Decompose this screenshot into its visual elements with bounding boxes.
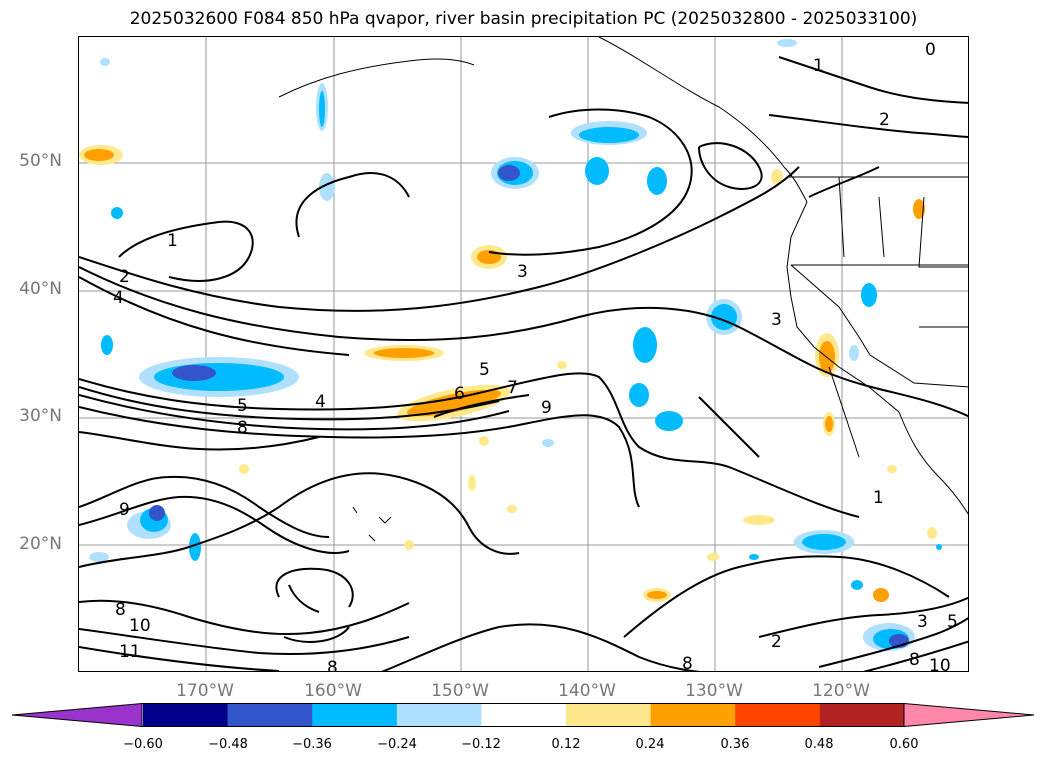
colorbar-extend-high (904, 703, 1034, 727)
colorbar-box (819, 703, 905, 727)
contour-label: 7 (507, 378, 518, 398)
coastline-layer (278, 37, 968, 542)
precip-fill-layer (79, 39, 942, 651)
colorbar-tick: −0.24 (377, 737, 417, 752)
contour-label: 8 (327, 658, 338, 672)
colorbar-box (396, 703, 482, 727)
contour-label: 9 (119, 500, 130, 520)
colorbar-box (312, 703, 398, 727)
contour-label: 9 (541, 398, 552, 418)
contour-label: 0 (925, 40, 936, 60)
contour-label: 4 (113, 288, 124, 308)
contour-label: 5 (237, 396, 248, 416)
colorbar-box (735, 703, 821, 727)
colorbar-segments (12, 703, 1034, 727)
contour-label: 6 (454, 384, 465, 404)
lon-label-140w: 140°W (558, 681, 616, 701)
lon-label-160w: 160°W (304, 681, 362, 701)
contour-label: 5 (479, 360, 490, 380)
contour-label: 8 (237, 418, 248, 438)
lon-label-120w: 120°W (812, 681, 870, 701)
colorbar-box (566, 703, 652, 727)
colorbar-extend-low (12, 703, 142, 727)
colorbar (12, 703, 1035, 727)
colorbar-tick: −0.36 (292, 737, 332, 752)
colorbar-box (143, 703, 229, 727)
contour-label: 8 (682, 654, 693, 672)
contour-labels: 1 2 4 3 3 2 1 0 5 6 7 4 5 8 9 9 8 10 11 … (113, 40, 958, 672)
contour-label: 1 (813, 56, 824, 76)
colorbar-tick: 0.60 (889, 737, 919, 752)
lon-label-170w: 170°W (176, 681, 234, 701)
colorbar-box (481, 703, 567, 727)
colorbar-tick: −0.60 (123, 737, 163, 752)
map-canvas: 1 2 4 3 3 2 1 0 5 6 7 4 5 8 9 9 8 10 11 … (79, 37, 968, 672)
lat-label-40n: 40°N (19, 279, 62, 299)
contour-label: 2 (119, 267, 130, 287)
contour-label: 5 (947, 612, 958, 632)
colorbar-tick: −0.12 (461, 737, 501, 752)
colorbar-box (227, 703, 313, 727)
contour-label: 10 (929, 656, 951, 672)
contour-label: 1 (167, 231, 178, 251)
qvapor-contours (79, 56, 968, 671)
map-panel: 1 2 4 3 3 2 1 0 5 6 7 4 5 8 9 9 8 10 11 … (78, 36, 969, 672)
contour-label: 4 (315, 392, 326, 412)
contour-label: 10 (129, 616, 151, 636)
contour-label: 1 (873, 488, 884, 508)
lat-label-30n: 30°N (19, 406, 62, 426)
lon-label-150w: 150°W (431, 681, 489, 701)
lat-label-20n: 20°N (19, 534, 62, 554)
contour-label: 2 (879, 110, 890, 130)
colorbar-tick: −0.48 (208, 737, 248, 752)
contour-label: 8 (115, 600, 126, 620)
contour-label: 2 (771, 632, 782, 652)
contour-label: 3 (517, 262, 528, 282)
contour-label: 11 (119, 642, 141, 662)
colorbar-tick: 0.24 (635, 737, 665, 752)
lon-label-130w: 130°W (685, 681, 743, 701)
colorbar-tick: 0.12 (551, 737, 581, 752)
contour-label: 3 (917, 612, 928, 632)
contour-label: 3 (771, 310, 782, 330)
colorbar-box (650, 703, 736, 727)
colorbar-tick: 0.36 (720, 737, 750, 752)
colorbar-tick: 0.48 (804, 737, 834, 752)
map-title: 2025032600 F084 850 hPa qvapor, river ba… (129, 9, 918, 29)
contour-label: 8 (909, 650, 920, 670)
lat-label-50n: 50°N (19, 151, 62, 171)
